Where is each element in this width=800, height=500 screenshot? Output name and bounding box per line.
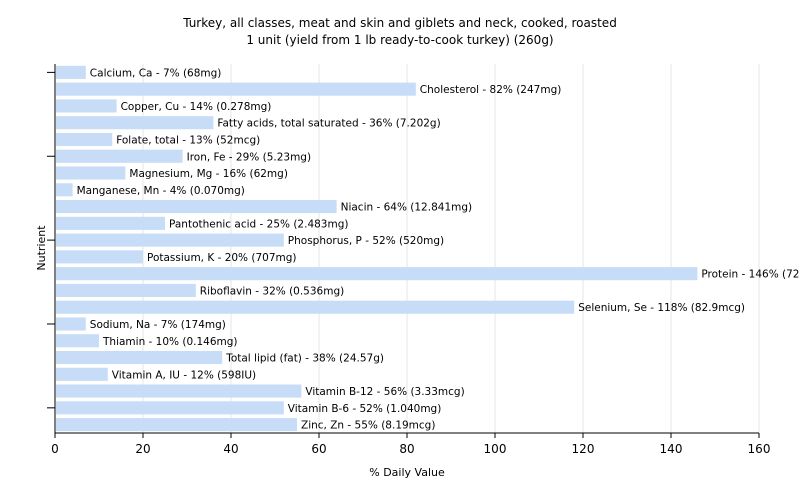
x-tick-label: 140 bbox=[660, 442, 683, 456]
bar bbox=[56, 418, 297, 432]
x-tick-label: 40 bbox=[223, 442, 238, 456]
bar-label: Protein - 146% (72.75g) bbox=[701, 269, 800, 281]
bar bbox=[56, 216, 165, 230]
bar bbox=[56, 350, 223, 365]
bar bbox=[56, 200, 337, 214]
bar-label: Thiamin - 10% (0.146mg) bbox=[102, 336, 238, 348]
bar-label: Vitamin A, IU - 12% (598IU) bbox=[112, 369, 256, 381]
axes: 0 20 40 60 80 100 120 140 160 bbox=[47, 64, 770, 456]
bar-label: Calcium, Ca - 7% (68mg) bbox=[90, 67, 222, 79]
x-tick-label: 160 bbox=[748, 442, 771, 456]
chart-subtitle: 1 unit (yield from 1 lb ready-to-cook tu… bbox=[246, 33, 553, 47]
bar bbox=[56, 82, 416, 96]
bar-label: Riboflavin - 32% (0.536mg) bbox=[200, 285, 344, 297]
bar-label: Total lipid (fat) - 38% (24.57g) bbox=[225, 353, 384, 365]
bar bbox=[56, 233, 284, 247]
x-axis-title: % Daily Value bbox=[369, 466, 445, 479]
bar-label: Sodium, Na - 7% (174mg) bbox=[90, 319, 226, 331]
x-tick-label: 100 bbox=[484, 442, 507, 456]
bar bbox=[56, 149, 183, 163]
bar-label: Folate, total - 13% (52mcg) bbox=[116, 134, 260, 146]
x-tick-label: 20 bbox=[135, 442, 150, 456]
y-axis-title: Nutrient bbox=[35, 225, 48, 271]
bar bbox=[56, 99, 117, 113]
bar bbox=[56, 116, 214, 130]
bar-label: Magnesium, Mg - 16% (62mg) bbox=[129, 168, 288, 180]
chart-title: Turkey, all classes, meat and skin and g… bbox=[182, 16, 617, 30]
bar-label: Niacin - 64% (12.841mg) bbox=[341, 202, 473, 214]
bar bbox=[56, 250, 143, 264]
bar-label: Iron, Fe - 29% (5.23mg) bbox=[187, 151, 311, 163]
bar bbox=[56, 132, 113, 147]
grid-lines bbox=[142, 64, 760, 433]
bar-label: Zinc, Zn - 55% (8.19mcg) bbox=[301, 420, 435, 432]
bar-label: Fatty acids, total saturated - 36% (7.20… bbox=[217, 118, 440, 130]
bar-label: Cholesterol - 82% (247mg) bbox=[420, 84, 562, 96]
bar-label: Phosphorus, P - 52% (520mg) bbox=[288, 235, 444, 247]
bar-label: Selenium, Se - 118% (82.9mcg) bbox=[578, 302, 745, 314]
x-tick-label: 80 bbox=[399, 442, 414, 456]
bar bbox=[56, 317, 86, 331]
x-tick-label: 120 bbox=[572, 442, 595, 456]
bar bbox=[56, 367, 108, 381]
x-tick-label: 0 bbox=[51, 442, 59, 456]
bar bbox=[56, 183, 73, 197]
bar-label: Potassium, K - 20% (707mg) bbox=[147, 252, 297, 264]
bar-label: Pantothenic acid - 25% (2.483mg) bbox=[169, 218, 348, 230]
x-tick-label: 60 bbox=[311, 442, 326, 456]
bar bbox=[56, 300, 575, 314]
bar bbox=[56, 166, 126, 180]
bar-label: Copper, Cu - 14% (0.278mg) bbox=[121, 101, 272, 113]
bar bbox=[56, 65, 86, 79]
bar bbox=[56, 283, 196, 297]
bar-label: Manganese, Mn - 4% (0.070mg) bbox=[77, 185, 245, 197]
bars: Calcium, Ca - 7% (68mg) Cholesterol - 82%… bbox=[56, 65, 800, 432]
bar bbox=[56, 384, 302, 398]
bar-label: Vitamin B-12 - 56% (3.33mcg) bbox=[305, 386, 464, 398]
bar bbox=[56, 401, 284, 415]
bar-label: Vitamin B-6 - 52% (1.040mg) bbox=[288, 403, 442, 415]
bar bbox=[56, 334, 99, 348]
bar bbox=[56, 267, 698, 281]
